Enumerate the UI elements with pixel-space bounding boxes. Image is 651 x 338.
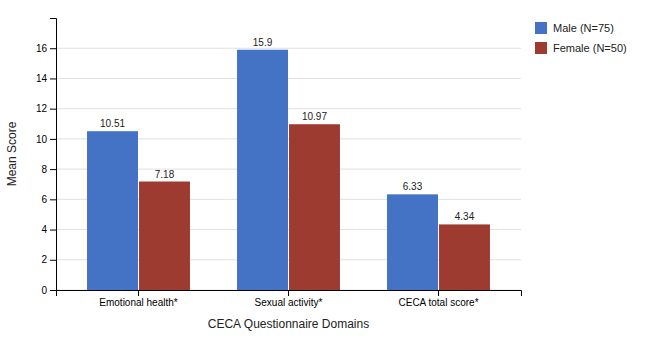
y-tick-mark bbox=[50, 109, 56, 110]
y-tick-mark bbox=[50, 260, 56, 261]
data-label: 10.97 bbox=[302, 111, 327, 122]
grid-line bbox=[56, 108, 521, 109]
y-tick: 8 bbox=[41, 164, 56, 175]
bar bbox=[139, 182, 190, 290]
data-label: 4.34 bbox=[455, 211, 475, 222]
bar bbox=[87, 131, 138, 290]
y-tick-mark bbox=[50, 199, 56, 200]
y-tick: 2 bbox=[41, 254, 56, 265]
x-axis: Emotional health* Sexual activity* CECA to… bbox=[57, 290, 522, 308]
y-tick-label: 12 bbox=[36, 103, 48, 114]
y-tick: 4 bbox=[41, 224, 56, 235]
y-tick-label: 4 bbox=[41, 224, 47, 235]
y-tick-label: 2 bbox=[41, 254, 47, 265]
y-tick-label: 8 bbox=[41, 164, 47, 175]
grid bbox=[56, 48, 521, 290]
data-label: 6.33 bbox=[403, 181, 423, 192]
bar bbox=[289, 124, 340, 290]
y-tick-mark bbox=[50, 48, 56, 49]
legend-item: Female (N=50) bbox=[535, 42, 627, 54]
x-tick-label: Sexual activity* bbox=[255, 297, 323, 308]
legend-label: Female (N=50) bbox=[553, 42, 627, 54]
data-labels: 10.51 15.9 6.33 7.18 10.97 4.34 bbox=[100, 37, 475, 223]
y-axis-line bbox=[50, 19, 57, 291]
y-tick-mark bbox=[50, 169, 56, 170]
bar-series bbox=[139, 124, 490, 290]
chart: 0 2 4 6 8 10 12 14 16 Emotional health* Sexual act… bbox=[0, 0, 651, 338]
x-tick-mark bbox=[288, 290, 289, 296]
y-tick: 6 bbox=[41, 194, 56, 205]
y-axis-title: Mean Score bbox=[5, 121, 19, 186]
y-tick: 14 bbox=[36, 73, 56, 84]
bar-series bbox=[87, 50, 438, 290]
y-tick-label: 0 bbox=[41, 285, 47, 296]
y-tick-label: 14 bbox=[36, 73, 48, 84]
bar bbox=[387, 194, 438, 290]
x-tick-label: Emotional health* bbox=[99, 297, 177, 308]
y-tick-mark bbox=[50, 290, 56, 291]
legend: Male (N=75) Female (N=50) bbox=[535, 22, 627, 54]
x-tick-mark bbox=[138, 290, 139, 296]
y-tick-mark bbox=[50, 78, 56, 79]
x-axis-line bbox=[57, 291, 522, 297]
grid-line bbox=[56, 78, 521, 79]
legend-label: Male (N=75) bbox=[553, 22, 614, 34]
y-tick-label: 10 bbox=[36, 134, 48, 145]
legend-swatch bbox=[535, 22, 547, 34]
y-tick-mark bbox=[50, 139, 56, 140]
y-tick-mark bbox=[50, 230, 56, 231]
x-tick: Emotional health* bbox=[99, 290, 177, 308]
bar bbox=[237, 50, 288, 290]
legend-swatch bbox=[535, 42, 547, 54]
y-tick-label: 16 bbox=[36, 43, 48, 54]
y-tick: 10 bbox=[36, 134, 56, 145]
data-label: 10.51 bbox=[100, 118, 125, 129]
legend-item: Male (N=75) bbox=[535, 22, 614, 34]
bars bbox=[87, 50, 490, 290]
y-tick-label: 6 bbox=[41, 194, 47, 205]
data-label: 7.18 bbox=[155, 169, 175, 180]
x-tick-mark bbox=[438, 290, 439, 296]
x-axis-title: CECA Questionnaire Domains bbox=[208, 317, 369, 331]
y-tick: 0 bbox=[41, 285, 56, 296]
y-tick: 12 bbox=[36, 103, 56, 114]
y-tick: 16 bbox=[36, 43, 56, 54]
bar bbox=[439, 224, 490, 290]
data-label: 15.9 bbox=[253, 37, 273, 48]
grid-line bbox=[56, 48, 521, 49]
x-tick: Sexual activity* bbox=[255, 290, 323, 308]
plot-area: 0 2 4 6 8 10 12 14 16 Emotional health* Sexual act… bbox=[36, 19, 522, 309]
x-tick: CECA total score* bbox=[398, 290, 478, 308]
x-tick-label: CECA total score* bbox=[398, 297, 478, 308]
y-axis: 0 2 4 6 8 10 12 14 16 bbox=[36, 19, 57, 296]
